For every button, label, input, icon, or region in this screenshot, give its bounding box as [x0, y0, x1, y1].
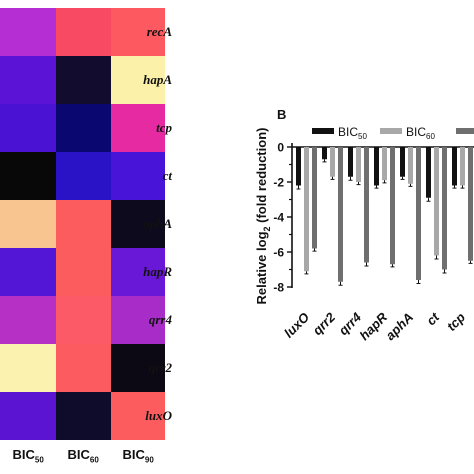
bar — [322, 147, 327, 160]
bar — [296, 147, 301, 186]
bar — [468, 147, 473, 261]
y-tick-label: -2 — [273, 176, 284, 190]
heatmap-cell — [111, 392, 165, 440]
heatmap-cell — [0, 344, 56, 392]
heatmap-cell — [111, 56, 165, 104]
heatmap-cell — [56, 296, 111, 344]
bar — [452, 147, 457, 186]
heatmap-cell — [111, 152, 165, 200]
bar — [338, 147, 343, 282]
y-tick-label: -6 — [273, 246, 284, 260]
heatmap-cell — [111, 296, 165, 344]
legend-label: BIC60 — [406, 125, 435, 141]
heatmap-cell — [56, 200, 111, 248]
heatmap-cell — [111, 344, 165, 392]
bar — [304, 147, 309, 272]
heatmap-cell — [0, 296, 56, 344]
x-tick-label: ct — [423, 309, 442, 328]
bar — [312, 147, 317, 249]
y-axis-title: Relative log2 (fold reduction) — [254, 128, 272, 305]
x-tick-label: luxO — [281, 310, 312, 341]
bar — [416, 147, 421, 280]
bar — [460, 147, 465, 186]
heatmap-cell — [0, 56, 56, 104]
bar — [382, 147, 387, 181]
heatmap-cell — [0, 392, 56, 440]
legend-swatch — [312, 128, 334, 134]
bar — [426, 147, 431, 198]
bar — [364, 147, 369, 263]
heatmap-cell — [0, 200, 56, 248]
bar — [390, 147, 395, 265]
bar — [348, 147, 353, 177]
heatmap-cell — [0, 248, 56, 296]
x-tick-label: tcp — [444, 309, 468, 333]
heatmap-cell — [111, 200, 165, 248]
heatmap-cell — [56, 392, 111, 440]
bar — [400, 147, 405, 177]
y-tick-label: -8 — [273, 281, 284, 295]
legend-swatch — [456, 128, 474, 134]
y-tick-label: -4 — [273, 211, 284, 225]
legend-swatch — [380, 128, 402, 134]
legend-label: BIC50 — [338, 125, 367, 141]
heatmap-cell — [0, 104, 56, 152]
heatmap-cell — [56, 152, 111, 200]
bar — [434, 147, 439, 256]
heatmap-cell — [111, 104, 165, 152]
heatmap-cell — [56, 8, 111, 56]
heatmap-cell — [111, 8, 165, 56]
x-tick-label: hapR — [357, 309, 391, 343]
bar — [374, 147, 379, 186]
heatmap-cell — [56, 56, 111, 104]
x-tick-label: qrr2 — [310, 309, 339, 338]
x-tick-label: aphA — [383, 310, 417, 344]
y-tick-label: 0 — [277, 141, 284, 155]
heatmap-cell — [0, 8, 56, 56]
bar — [356, 147, 361, 182]
bar — [408, 147, 413, 184]
heatmap-cell — [0, 152, 56, 200]
heatmap-cell — [56, 104, 111, 152]
heatmap-cell — [56, 248, 111, 296]
heatmap-cell — [111, 248, 165, 296]
panel-label: B — [277, 107, 286, 122]
bar — [330, 147, 335, 177]
heatmap-cell — [56, 344, 111, 392]
bar — [442, 147, 447, 270]
